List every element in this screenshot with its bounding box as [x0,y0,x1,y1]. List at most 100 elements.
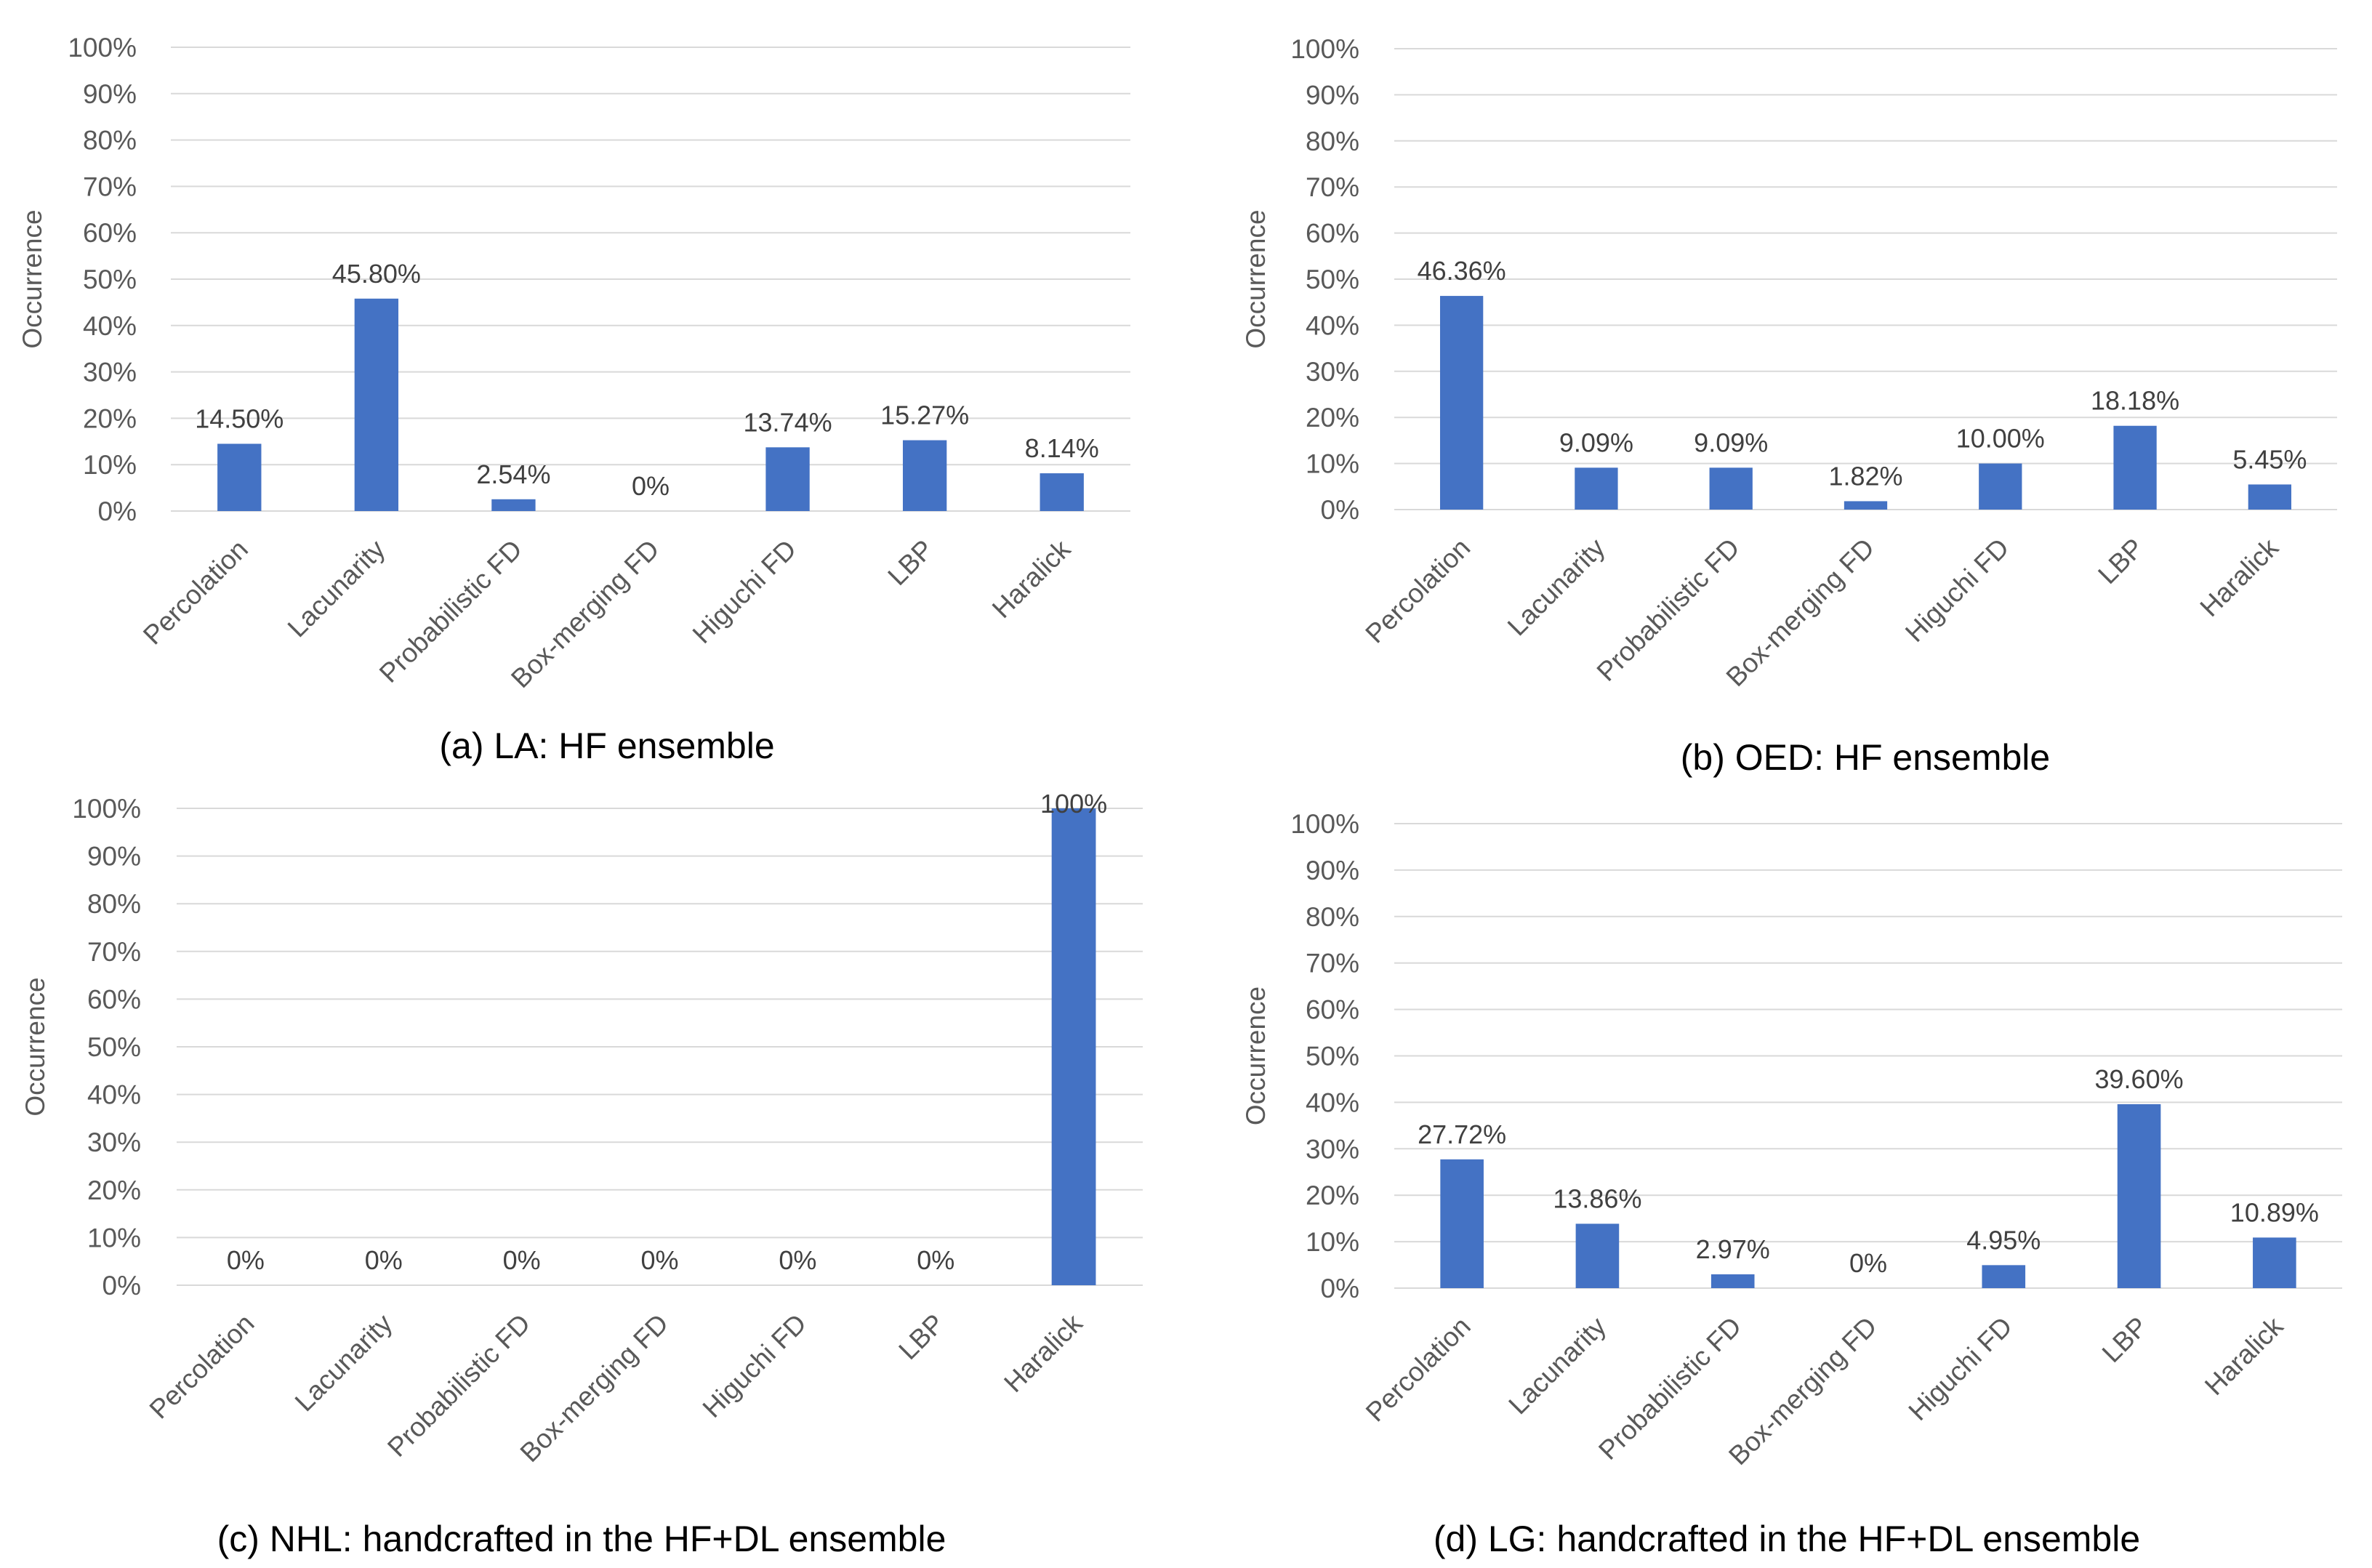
data-label: 18.18% [2091,386,2179,416]
y-axis-label: Occurrence [17,209,47,348]
bar-probabilistic-fd [491,499,536,511]
y-tick-label: 0% [1321,495,1359,525]
data-label: 0% [227,1245,265,1275]
y-tick-label: 50% [83,265,137,294]
y-tick-label: 90% [87,842,141,872]
y-tick-label: 100% [1290,34,1359,64]
y-tick-label: 100% [68,33,137,63]
data-label: 0% [365,1245,403,1275]
y-tick-label: 80% [83,126,137,156]
y-tick-label: 60% [87,984,141,1014]
data-label: 0% [632,471,670,501]
y-tick-label: 40% [1306,310,1359,340]
y-tick-label: 20% [83,403,137,433]
y-axis-label: Occurrence [1241,986,1271,1125]
bar-lbp [902,440,947,511]
data-label: 45.80% [332,259,421,289]
y-axis-label: Occurrence [20,977,50,1116]
y-tick-label: 90% [1306,856,1359,885]
data-label: 4.95% [1966,1225,2041,1255]
bar-percolation [1439,296,1484,510]
y-tick-label: 30% [83,358,137,387]
chart-caption: (d) LG: handcrafted in the HF+DL ensembl… [1434,1519,2140,1559]
bar-lbp [2117,1103,2161,1288]
data-label: 100% [1040,789,1107,819]
data-label: 0% [1849,1248,1887,1278]
data-label: 2.97% [1696,1234,1770,1264]
bar-probabilistic-fd [1709,467,1753,510]
y-tick-label: 90% [83,79,137,109]
data-label: 39.60% [2095,1064,2184,1094]
bar-percolation [1440,1159,1484,1288]
data-label: 0% [917,1245,954,1275]
y-tick-label: 10% [87,1223,141,1253]
y-tick-label: 50% [87,1032,141,1062]
y-tick-label: 70% [83,172,137,201]
y-tick-label: 60% [83,218,137,248]
bar-haralick [2248,484,2292,510]
bar-lacunarity [1575,467,1618,510]
data-label: 1.82% [1828,461,1902,491]
y-tick-label: 40% [83,311,137,341]
y-tick-label: 0% [1321,1274,1359,1303]
data-label: 46.36% [1418,256,1506,286]
y-tick-label: 10% [83,450,137,480]
y-tick-label: 20% [87,1175,141,1205]
data-label: 0% [503,1245,541,1275]
data-label: 8.14% [1025,433,1099,463]
y-tick-label: 80% [87,889,141,919]
bar-higuchi-fd [1982,1265,2026,1288]
data-label: 0% [640,1245,678,1275]
data-label: 14.50% [195,403,284,433]
bar-haralick [2253,1237,2296,1288]
bar-box-merging-fd [1844,501,1888,510]
y-tick-label: 0% [98,496,137,526]
data-label: 2.54% [476,459,550,489]
chart-caption: (a) LA: HF ensemble [439,725,774,766]
bar-probabilistic-fd [1710,1274,1755,1288]
bar-haralick [1040,473,1084,511]
y-tick-label: 100% [72,794,141,824]
y-tick-label: 100% [1290,809,1359,839]
y-tick-label: 90% [1306,80,1359,110]
data-label: 27.72% [1418,1119,1506,1149]
data-label: 10.00% [1956,424,2045,454]
data-label: 0% [779,1245,816,1275]
y-tick-label: 30% [87,1127,141,1157]
data-label: 10.89% [2230,1197,2319,1227]
y-tick-label: 0% [102,1271,141,1300]
bar-haralick [1051,808,1096,1285]
y-tick-label: 80% [1306,902,1359,932]
y-tick-label: 40% [1306,1087,1359,1117]
y-tick-label: 70% [1306,949,1359,978]
data-label: 9.09% [1694,427,1768,457]
y-tick-label: 60% [1306,995,1359,1025]
data-label: 5.45% [2232,444,2307,474]
bar-lbp [2113,425,2157,510]
data-label: 9.09% [1559,427,1633,457]
data-label: 15.27% [880,401,969,430]
y-tick-label: 50% [1306,265,1359,294]
y-tick-label: 20% [1306,403,1359,433]
y-tick-label: 80% [1306,126,1359,156]
y-tick-label: 60% [1306,219,1359,249]
y-tick-label: 10% [1306,1227,1359,1257]
bar-lacunarity [354,298,399,511]
chart-panel-2: 0% 10% 20% 30% 40% 50% 60% 70% 80% 90% 100% Occurre… [1241,34,2337,778]
y-tick-label: 40% [87,1080,141,1110]
bar-higuchi-fd [765,447,810,511]
y-tick-label: 50% [1306,1042,1359,1072]
bar-higuchi-fd [1979,463,2022,510]
chart-caption: (b) OED: HF ensemble [1681,737,2050,778]
data-label: 13.86% [1553,1183,1641,1213]
y-tick-label: 70% [1306,172,1359,202]
y-tick-label: 20% [1306,1181,1359,1210]
chart-caption: (c) NHL: handcrafted in the HF+DL ensemb… [217,1519,946,1559]
y-tick-label: 10% [1306,449,1359,479]
bar-percolation [217,443,262,511]
y-axis-label: Occurrence [1241,209,1271,348]
y-tick-label: 30% [1306,357,1359,387]
y-tick-label: 70% [87,937,141,967]
